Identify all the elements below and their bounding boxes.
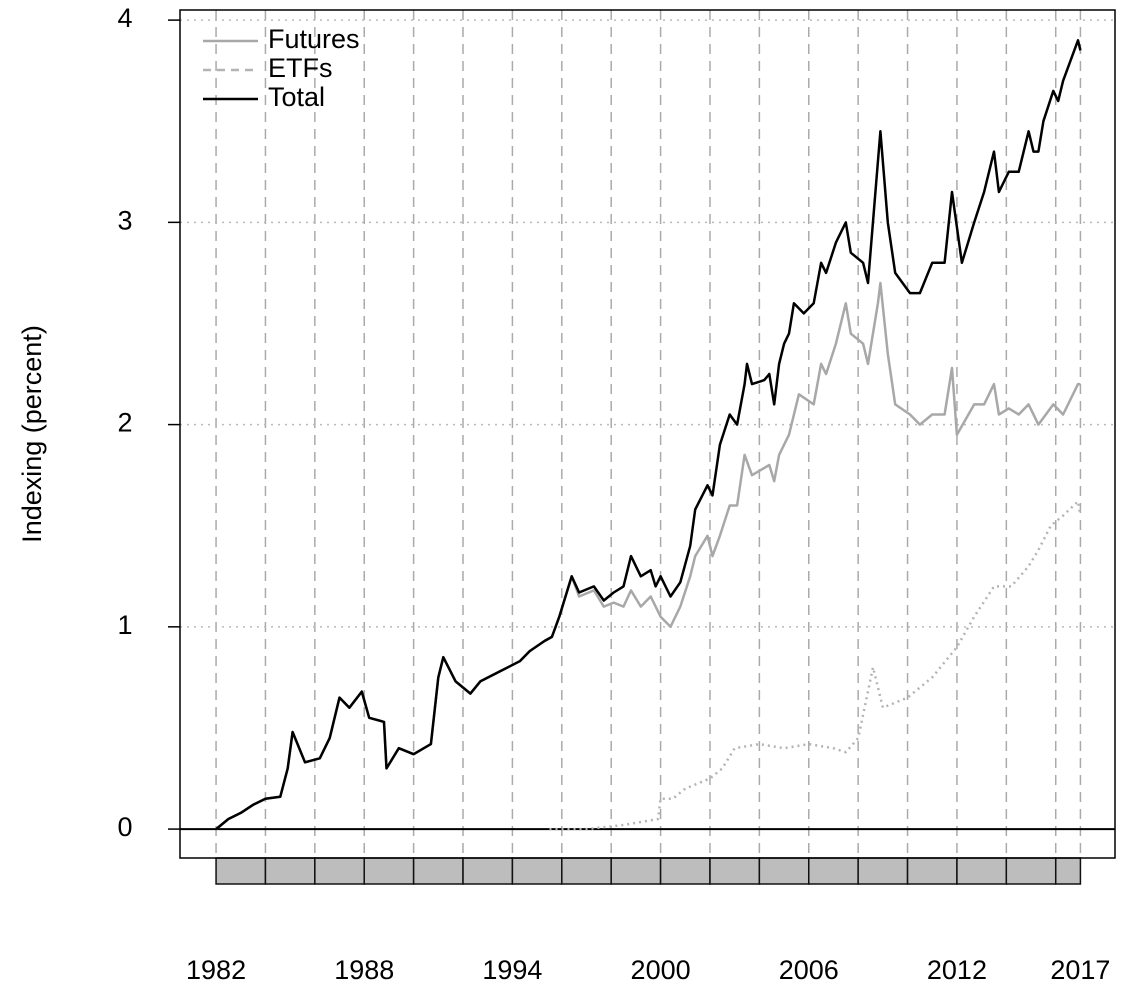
- legend-label: Total: [268, 82, 325, 112]
- x-tick-label: 2017: [1050, 955, 1110, 985]
- period-strip: [264, 857, 316, 885]
- period-strip: [956, 857, 1008, 885]
- x-tick-label: 1994: [482, 955, 542, 985]
- period-strip: [659, 857, 711, 885]
- period-strip: [1054, 857, 1082, 885]
- period-strip: [412, 857, 464, 885]
- series-line: [215, 39, 1082, 831]
- y-tick-label: 4: [117, 3, 132, 33]
- y-axis-title: Indexing (percent): [17, 325, 47, 543]
- x-tick-label: 2012: [927, 955, 987, 985]
- period-strip: [363, 857, 415, 885]
- period-strip: [462, 857, 514, 885]
- period-strip: [610, 857, 662, 885]
- y-tick-label: 0: [117, 812, 132, 842]
- y-tick-label: 3: [117, 205, 132, 235]
- period-strip: [857, 857, 909, 885]
- y-tick-label: 2: [117, 408, 132, 438]
- series-line: [549, 500, 1082, 831]
- y-tick-label: 1: [117, 610, 132, 640]
- period-strip: [511, 857, 563, 885]
- legend-label: Futures: [268, 24, 360, 54]
- period-strip: [709, 857, 761, 885]
- x-tick-label: 1982: [186, 955, 246, 985]
- x-tick-label: 2000: [631, 955, 691, 985]
- period-strip: [215, 857, 267, 885]
- period-strip: [758, 857, 810, 885]
- period-strip: [808, 857, 859, 885]
- period-strip: [1005, 857, 1057, 885]
- period-strip: [561, 857, 612, 885]
- x-tick-label: 1988: [334, 955, 394, 985]
- plot-frame: [179, 9, 1116, 859]
- period-strip: [906, 857, 958, 885]
- legend-label: ETFs: [268, 53, 333, 83]
- x-tick-label: 2006: [779, 955, 839, 985]
- period-strip: [314, 857, 365, 885]
- series-line: [215, 281, 1081, 831]
